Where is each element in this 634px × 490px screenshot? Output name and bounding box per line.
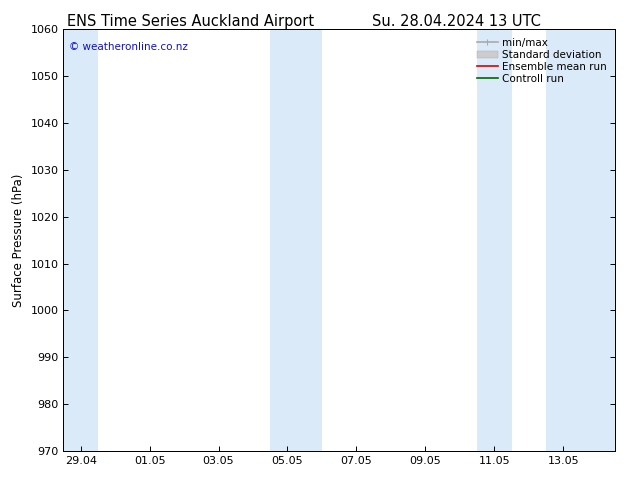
Bar	[270, 29, 305, 451]
Bar	[546, 29, 615, 451]
Text: ENS Time Series Auckland Airport: ENS Time Series Auckland Airport	[67, 14, 314, 29]
Text: © weatheronline.co.nz: © weatheronline.co.nz	[69, 42, 188, 52]
Bar	[477, 29, 512, 451]
Bar	[305, 29, 322, 451]
Text: Su. 28.04.2024 13 UTC: Su. 28.04.2024 13 UTC	[372, 14, 541, 29]
Y-axis label: Surface Pressure (hPa): Surface Pressure (hPa)	[12, 173, 25, 307]
Bar	[63, 29, 98, 451]
Legend: min/max, Standard deviation, Ensemble mean run, Controll run: min/max, Standard deviation, Ensemble me…	[474, 35, 610, 87]
